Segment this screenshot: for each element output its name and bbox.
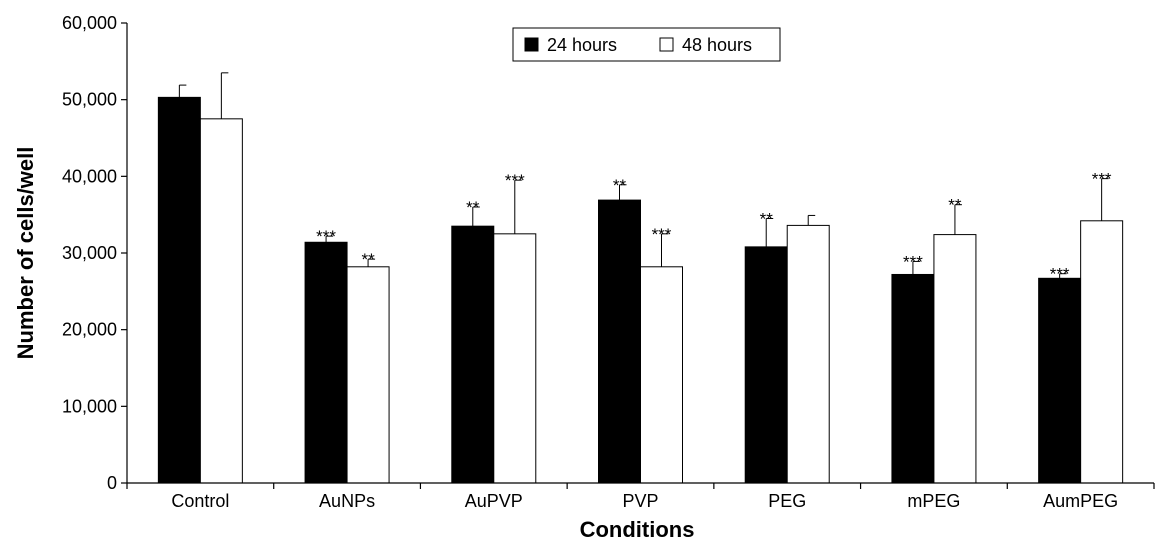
- bar-48h: [640, 266, 683, 484]
- significance-label: **: [466, 198, 480, 217]
- significance-label: ***: [652, 225, 672, 244]
- bar-24h: [304, 241, 348, 484]
- bar-48h: [493, 233, 537, 484]
- bar-48h: [786, 224, 830, 484]
- significance-label: ***: [505, 171, 525, 190]
- significance-label: **: [613, 176, 627, 195]
- x-axis-ticks: Control AuNPs AuPVP PVP PEG mPEG AumPEG: [126, 483, 1155, 511]
- bar-24h: [744, 246, 788, 484]
- bar-24h: [598, 199, 641, 484]
- bars: ********** ******************: [157, 72, 1124, 484]
- x-axis-title: Conditions: [580, 517, 695, 542]
- y-tick-label: 40,000: [62, 166, 117, 186]
- significance-label: **: [948, 196, 962, 215]
- significance-label: **: [361, 250, 375, 269]
- x-tick-label: PVP: [622, 491, 658, 511]
- y-tick-label: 10,000: [62, 396, 117, 416]
- significance-label: ***: [1092, 170, 1112, 189]
- bar-24h: [451, 225, 495, 484]
- significance-label: ***: [1050, 265, 1070, 284]
- bar-24h: [891, 273, 935, 484]
- y-axis-title: Number of cells/well: [13, 147, 38, 360]
- y-tick-label: 60,000: [62, 13, 117, 33]
- y-tick-label: 50,000: [62, 90, 117, 110]
- x-tick-label: Control: [171, 491, 229, 511]
- legend-box: [512, 27, 781, 62]
- y-tick-label: 30,000: [62, 243, 117, 263]
- x-tick-label: AumPEG: [1043, 491, 1118, 511]
- legend: 24 hours 48 hours: [512, 27, 781, 62]
- bar-48h: [1080, 220, 1124, 484]
- bar-48h: [933, 234, 977, 484]
- x-tick-label: PEG: [768, 491, 806, 511]
- x-tick-label: AuNPs: [319, 491, 375, 511]
- legend-label-24h: 24 hours: [547, 35, 617, 55]
- bar-48h: [199, 118, 243, 484]
- bar-24h: [1038, 277, 1082, 484]
- y-tick-label: 20,000: [62, 320, 117, 340]
- bar-24h: [157, 96, 201, 484]
- y-tick-label: 0: [107, 473, 117, 493]
- significance-label: ***: [316, 227, 336, 246]
- legend-swatch-24h: [524, 37, 539, 52]
- legend-swatch-48h: [659, 37, 674, 52]
- x-tick-label: mPEG: [907, 491, 960, 511]
- legend-label-48h: 48 hours: [682, 35, 752, 55]
- y-axis-ticks: 0 10,000 20,000 30,000 40,000 50,000 60,000: [62, 13, 127, 493]
- x-tick-label: AuPVP: [465, 491, 523, 511]
- bar-48h: [346, 266, 390, 484]
- significance-label: ***: [903, 252, 923, 271]
- significance-label: **: [760, 210, 774, 229]
